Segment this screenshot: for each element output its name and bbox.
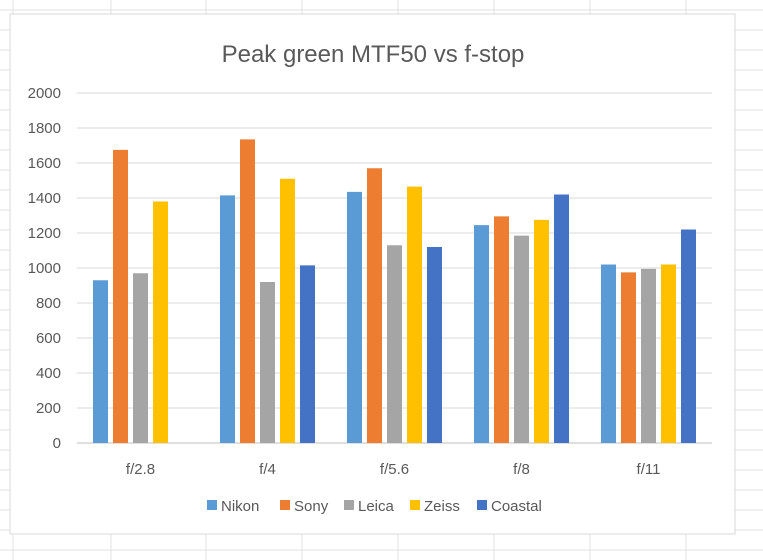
bar-leica-f-4[interactable] <box>260 282 275 443</box>
legend-label: Coastal <box>491 498 542 515</box>
x-tick-label: f/8 <box>513 461 530 478</box>
legend-label: Nikon <box>221 498 259 515</box>
bar-zeiss-f-11[interactable] <box>661 264 676 444</box>
y-axis: 0 200 400 600 800 1000 1200 1400 1600 1800 2000 <box>28 85 61 452</box>
y-tick-label: 200 <box>36 400 61 417</box>
legend-swatch <box>280 500 290 510</box>
bar-zeiss-f-2-8[interactable] <box>153 201 168 444</box>
legend-swatch <box>344 500 354 510</box>
y-tick-label: 800 <box>36 295 61 312</box>
x-tick-label: f/11 <box>637 461 661 478</box>
bar-sony-f-2-8[interactable] <box>113 149 128 443</box>
bar-sony-f-4[interactable] <box>240 139 255 443</box>
bar-nikon-f-11[interactable] <box>601 264 616 444</box>
y-tick-label: 0 <box>53 435 61 452</box>
bar-nikon-f-2-8[interactable] <box>93 280 108 443</box>
x-tick-label: f/2.8 <box>126 461 155 478</box>
bar-leica-f-8[interactable] <box>514 235 529 443</box>
chart-title[interactable]: Peak green MTF50 vs f-stop <box>222 41 525 68</box>
legend-item-sony[interactable]: Sony <box>280 498 329 515</box>
y-tick-label: 400 <box>36 365 61 382</box>
bar-zeiss-f-8[interactable] <box>534 219 549 443</box>
bar-nikon-f-4[interactable] <box>220 195 235 443</box>
bar-zeiss-f-4[interactable] <box>280 178 295 443</box>
bar-leica-f-11[interactable] <box>641 268 656 443</box>
bar-sony-f-5-6[interactable] <box>367 168 382 443</box>
y-tick-label: 600 <box>36 330 61 347</box>
legend-label: Leica <box>358 498 395 515</box>
y-tick-label: 1400 <box>28 190 61 207</box>
legend-item-coastal[interactable]: Coastal <box>477 498 542 515</box>
bar-coastal-f-8[interactable] <box>554 194 569 444</box>
x-tick-label: f/4 <box>259 461 276 478</box>
bar-nikon-f-8[interactable] <box>474 225 489 443</box>
bar-coastal-f-5-6[interactable] <box>427 247 442 443</box>
legend[interactable]: Nikon Sony Leica Zeiss Coastal <box>207 498 542 515</box>
bar-nikon-f-5-6[interactable] <box>347 191 362 443</box>
bars[interactable] <box>93 139 696 443</box>
bar-sony-f-8[interactable] <box>494 216 509 443</box>
y-tick-label: 1200 <box>28 225 61 242</box>
bar-coastal-f-11[interactable] <box>681 229 696 444</box>
bar-zeiss-f-5-6[interactable] <box>407 186 422 443</box>
y-tick-label: 1000 <box>28 260 61 277</box>
legend-item-leica[interactable]: Leica <box>344 498 395 515</box>
y-tick-label: 1600 <box>28 155 61 172</box>
bar-coastal-f-4[interactable] <box>300 265 315 443</box>
y-tick-label: 1800 <box>28 120 61 137</box>
bar-leica-f-2-8[interactable] <box>133 273 148 443</box>
legend-swatch <box>410 500 420 510</box>
legend-swatch <box>207 500 217 510</box>
bar-leica-f-5-6[interactable] <box>387 245 402 443</box>
x-tick-label: f/5.6 <box>380 461 409 478</box>
legend-swatch <box>477 500 487 510</box>
legend-label: Zeiss <box>424 498 460 515</box>
legend-label: Sony <box>294 498 329 515</box>
legend-item-nikon[interactable]: Nikon <box>207 498 259 515</box>
y-tick-label: 2000 <box>28 85 61 102</box>
bar-sony-f-11[interactable] <box>621 272 636 443</box>
x-axis: f/2.8 f/4 f/5.6 f/8 f/11 <box>126 461 661 478</box>
legend-item-zeiss[interactable]: Zeiss <box>410 498 460 515</box>
